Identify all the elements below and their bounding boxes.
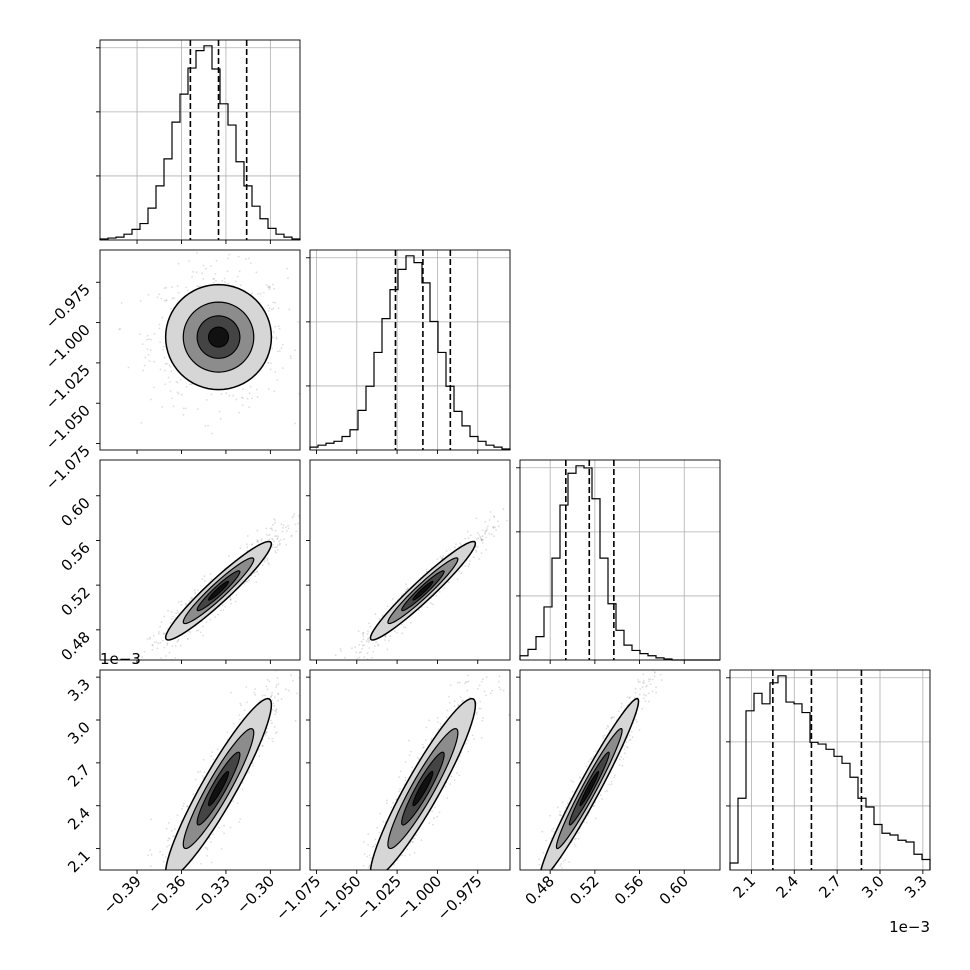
scatter-panel [99, 249, 301, 451]
contour-outer [540, 697, 640, 870]
histogram-panel [726, 669, 931, 871]
scatter-panel [99, 669, 301, 871]
contour-core [207, 580, 230, 601]
x-tick-label: 0.48 [522, 872, 558, 908]
x-tick-label: 2.7 [815, 872, 845, 902]
x-axis-labels: −0.39 −0.36 −0.33 −0.30 [100, 872, 279, 917]
histogram-step [99, 45, 301, 240]
x-tick-label: 2.4 [773, 872, 803, 902]
scatter-panel [309, 669, 511, 871]
x-tick-label: 0.60 [656, 872, 692, 908]
x-tick-label: −0.975 [434, 872, 486, 924]
contour-core [412, 770, 434, 807]
x-axis-labels: −1.075−1.050−1.025−1.000−0.975 [272, 872, 485, 924]
histogram-panel [96, 39, 301, 241]
y-tick-label: 2.7 [64, 761, 94, 791]
scatter-panel [99, 459, 301, 661]
axes-frame [309, 249, 511, 451]
histogram-step [309, 255, 511, 450]
contour-outer [369, 540, 477, 641]
axes-frame [99, 249, 301, 451]
y-tick-label: 0.48 [57, 628, 93, 664]
scatter-panel [309, 459, 511, 661]
contour-core [207, 770, 230, 807]
x-tick-label: −0.36 [144, 872, 189, 917]
histogram-step [729, 675, 931, 870]
y-tick-label: 0.56 [57, 539, 93, 575]
axes-frame [99, 39, 301, 241]
y-axis-labels: 2.1 2.4 2.7 3.0 3.3 [64, 675, 94, 876]
x-offset-text: 1e−3 [889, 918, 930, 936]
axes-frame [99, 669, 301, 871]
contour-outer [369, 697, 477, 870]
panel-content [334, 508, 508, 660]
axes-frame [309, 669, 511, 871]
y-tick-label: 2.4 [64, 804, 94, 834]
x-tick-label: 3.3 [901, 872, 931, 902]
y-tick-label: 0.52 [57, 583, 93, 619]
y-tick-label: 3.0 [64, 718, 94, 748]
x-tick-label: −0.33 [189, 872, 234, 917]
contour-outer [164, 283, 273, 391]
axes-frame [99, 459, 301, 661]
x-tick-label: −0.39 [100, 872, 145, 917]
axes-frame [729, 669, 931, 871]
y-axis-labels: −1.075−1.050−1.025−1.000−0.975 [42, 280, 94, 493]
contour-core [579, 770, 600, 807]
histogram-step [519, 465, 720, 661]
scatter-panel [519, 669, 721, 871]
axes-frame [309, 459, 511, 661]
contour-core [207, 326, 230, 348]
x-axis-labels: 0.48 0.52 0.56 0.60 [522, 872, 692, 908]
y-tick-label: 0.60 [57, 494, 93, 530]
x-tick-label: 0.52 [566, 872, 602, 908]
y-tick-label: 2.1 [64, 847, 94, 877]
contour-outer [164, 540, 273, 641]
x-axis-labels: 2.1 2.4 2.7 3.0 3.3 [730, 872, 931, 902]
panel-content [147, 670, 300, 870]
panel-content [529, 670, 663, 870]
panel-content [362, 670, 510, 870]
contour-core [412, 580, 434, 601]
x-tick-label: 2.1 [730, 872, 760, 902]
x-tick-label: −0.30 [233, 872, 278, 917]
x-tick-label: 0.56 [611, 872, 647, 908]
y-axis-labels: 0.48 0.52 0.56 0.60 [57, 494, 93, 664]
histogram-panel [306, 249, 511, 451]
panel-content [128, 513, 300, 660]
axes-frame [519, 459, 721, 661]
y-tick-label: 3.3 [64, 675, 94, 705]
axes-frame [519, 669, 721, 871]
panel-content [100, 251, 300, 435]
histogram-panel [516, 459, 721, 661]
contour-outer [165, 697, 273, 870]
y-offset-text: 1e−3 [100, 650, 141, 668]
x-tick-label: 3.0 [858, 872, 888, 902]
y-tick-label: −0.975 [42, 280, 94, 332]
